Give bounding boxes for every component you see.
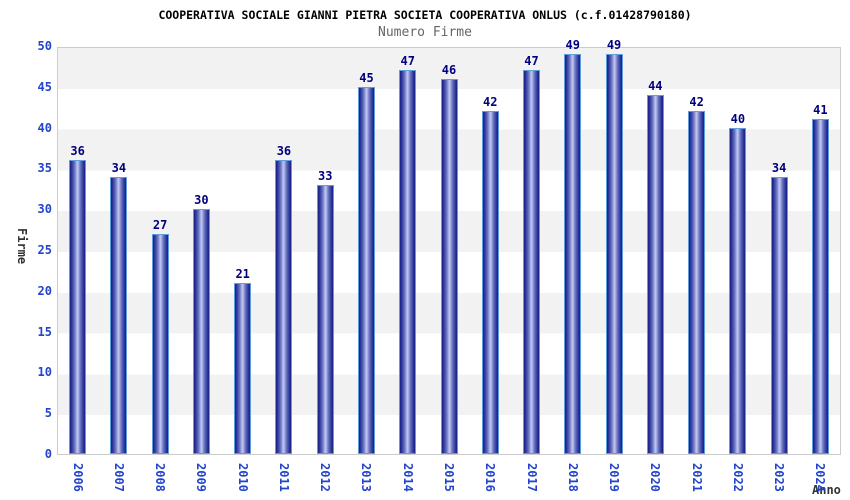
x-tick-label: 2008 — [153, 463, 168, 492]
bar — [646, 94, 664, 454]
y-tick-label: 30 — [37, 202, 52, 217]
y-tick-label: 15 — [37, 324, 52, 339]
x-tick-label: 2015 — [442, 463, 456, 492]
y-tick-label: 35 — [37, 161, 52, 176]
x-tick-label: 2022 — [730, 463, 745, 492]
bar-value-label: 45 — [359, 70, 374, 85]
x-tick-label: 2011 — [276, 463, 291, 492]
bar-value-label: 36 — [70, 144, 85, 159]
y-tick-label: 40 — [37, 120, 52, 135]
x-tick-label: 2023 — [772, 463, 787, 492]
x-axis-label: Anno — [812, 483, 841, 497]
x-tick-label: 2024 — [813, 463, 828, 492]
bar — [770, 176, 788, 454]
x-tick-label: 2019 — [607, 463, 622, 492]
bar — [523, 70, 541, 454]
bar-value-label: 34 — [111, 160, 127, 175]
bar-value-label: 21 — [235, 266, 250, 281]
bar — [440, 78, 458, 454]
bar — [605, 54, 623, 454]
bar — [110, 176, 128, 454]
y-tick-label: 20 — [37, 283, 52, 298]
bar — [688, 111, 706, 454]
y-tick-label: 25 — [37, 243, 52, 257]
x-tick-label: 2017 — [524, 463, 539, 492]
bar-value-label: 47 — [524, 54, 539, 69]
bar-value-label: 36 — [276, 144, 292, 159]
bar-value-label: 33 — [317, 168, 333, 183]
x-tick-label: 2006 — [70, 463, 85, 492]
bar — [275, 160, 293, 454]
bar-value-label: 41 — [813, 103, 828, 118]
bar — [729, 127, 747, 454]
bar — [564, 54, 582, 454]
x-tick-label: 2021 — [689, 463, 704, 492]
bar-value-label: 44 — [648, 78, 663, 93]
x-tick-label: 2013 — [359, 463, 374, 492]
x-tick-label: 2020 — [648, 463, 663, 492]
bar-value-label: 47 — [400, 54, 415, 69]
bar — [234, 282, 252, 454]
y-tick-label: 10 — [37, 365, 52, 380]
bar-value-label: 40 — [730, 111, 746, 126]
bar-value-label: 27 — [152, 217, 168, 232]
chart-subtitle: Numero Firme — [378, 25, 472, 40]
bar — [811, 119, 829, 454]
bar — [151, 233, 169, 454]
y-tick-label: 45 — [37, 79, 52, 94]
bar — [481, 111, 499, 454]
bar-value-label: 49 — [606, 38, 622, 53]
bar-value-label: 46 — [441, 62, 457, 77]
chart-title: COOPERATIVA SOCIALE GIANNI PIETRA SOCIET… — [158, 8, 692, 22]
x-tick-label: 2016 — [483, 463, 498, 492]
bar — [357, 86, 375, 454]
bar-value-label: 42 — [689, 95, 704, 110]
bar-value-label: 49 — [565, 38, 580, 53]
bar — [69, 160, 87, 454]
x-tick-label: 2018 — [565, 463, 580, 492]
bar — [399, 70, 417, 454]
bar — [192, 209, 210, 454]
bar — [316, 184, 334, 454]
bar-value-label: 42 — [483, 95, 498, 110]
bar-value-label: 34 — [771, 160, 787, 175]
x-tick-label: 2014 — [400, 463, 415, 492]
x-tick-label: 2012 — [318, 463, 333, 492]
y-tick-label: 0 — [44, 447, 52, 461]
bar-value-label: 30 — [194, 193, 209, 208]
y-tick-label: 5 — [44, 406, 52, 421]
x-tick-label: 2009 — [194, 463, 209, 492]
y-tick-label: 50 — [37, 39, 52, 53]
x-tick-label: 2010 — [235, 463, 250, 492]
x-tick-label: 2007 — [111, 463, 126, 492]
